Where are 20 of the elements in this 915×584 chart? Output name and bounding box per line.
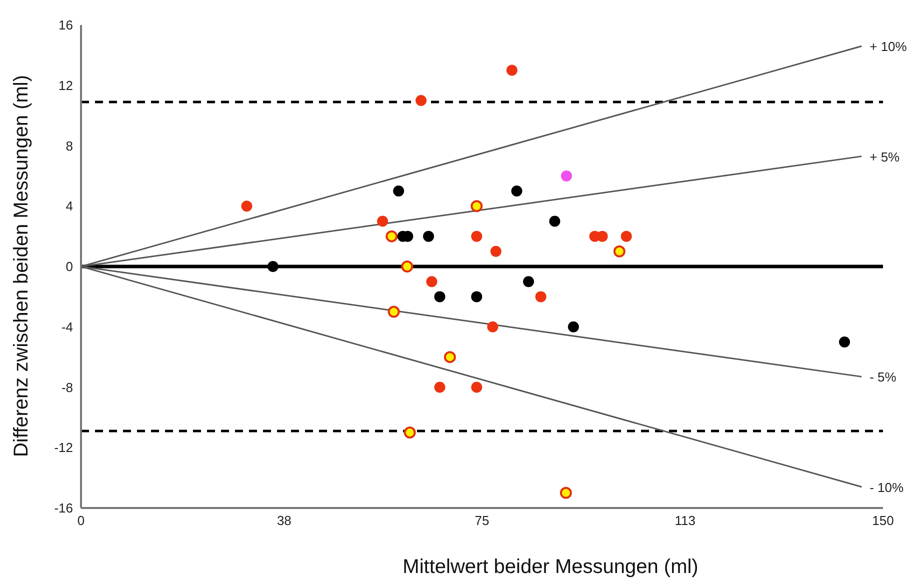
x-tick-label: 0	[77, 513, 85, 528]
y-tick-label: 16	[58, 18, 73, 33]
y-tick-label: -8	[61, 380, 73, 395]
x-tick-label: 75	[474, 513, 490, 528]
y-tick-label: -4	[61, 319, 73, 334]
y-tick-label: 4	[66, 198, 73, 214]
x-tick-label: 38	[276, 513, 292, 528]
x-axis-title: Mittelwert beider Messungen (ml)	[402, 556, 700, 579]
series-label: - 5%	[870, 370, 897, 385]
y-tick-label: -12	[54, 440, 73, 456]
series-label: + 5%	[870, 149, 900, 164]
y-tick-label: 0	[66, 259, 73, 274]
y-tick-label: -16	[54, 500, 73, 516]
series-label: + 10%	[870, 39, 908, 54]
y-tick-label: 8	[66, 138, 73, 154]
y-tick-label: 12	[58, 78, 73, 93]
y-axis-title: Differenz zwischen beiden Messungen (ml)	[10, 74, 34, 458]
x-tick-label: 113	[674, 513, 696, 528]
x-tick-label: 150	[872, 513, 894, 528]
series-label: - 10%	[870, 480, 904, 495]
